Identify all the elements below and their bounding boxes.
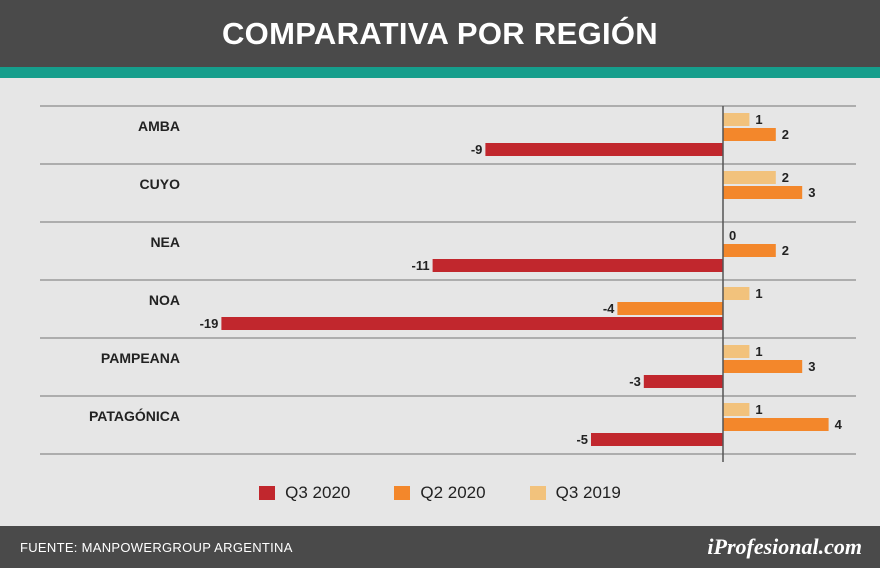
category-label-nea: NEA: [150, 234, 180, 250]
data-label-noa-q3-2019: 1: [755, 286, 762, 301]
category-label-pampeana: PAMPEANA: [101, 350, 180, 366]
chart-title: COMPARATIVA POR REGIÓN: [221, 15, 658, 51]
data-label-cuyo-q2-2020: 3: [808, 185, 815, 200]
data-label-amba-q3-2020: -9: [471, 142, 483, 157]
data-label-pampeana-q3-2019: 1: [755, 344, 762, 359]
bar-patagonica-q3-2020: [591, 433, 723, 446]
data-label-patagonica-q2-2020: 4: [835, 417, 843, 432]
bar-noa-q3-2020: [221, 317, 723, 330]
data-label-noa-q2-2020: -4: [603, 301, 615, 316]
data-label-noa-q3-2020: -19: [200, 316, 219, 331]
bar-cuyo-q2-2020: [723, 186, 803, 199]
legend: Q3 2020 Q2 2020 Q3 2019: [0, 478, 880, 508]
category-label-amba: AMBA: [138, 118, 180, 134]
legend-swatch-q2-2020: [394, 486, 411, 500]
bar-amba-q2-2020: [723, 128, 776, 141]
header-bar: COMPARATIVA POR REGIÓN: [0, 0, 880, 67]
data-label-nea-q2-2020: 2: [782, 243, 789, 258]
bar-amba-q3-2019: [723, 113, 750, 126]
data-label-nea-q3-2020: -11: [412, 258, 430, 273]
bar-nea-q2-2020: [723, 244, 776, 257]
data-label-amba-q3-2019: 1: [755, 112, 762, 127]
data-label-patagonica-q3-2020: -5: [576, 432, 588, 447]
bar-cuyo-q3-2019: [723, 171, 776, 184]
legend-label-q3-2020: Q3 2020: [285, 483, 351, 502]
data-label-amba-q2-2020: 2: [782, 127, 789, 142]
bar-nea-q3-2020: [432, 259, 723, 272]
bar-noa-q3-2019: [723, 287, 750, 300]
data-label-pampeana-q2-2020: 3: [808, 359, 815, 374]
bar-patagonica-q3-2019: [723, 403, 750, 416]
legend-swatch-q3-2019: [529, 486, 546, 500]
legend-item-q2-2020: Q2 2020: [394, 483, 486, 503]
category-label-noa: NOA: [149, 292, 180, 308]
legend-item-q3-2019: Q3 2019: [529, 483, 621, 503]
data-label-pampeana-q3-2020: -3: [629, 374, 641, 389]
legend-swatch-q3-2020: [259, 486, 276, 500]
bar-pampeana-q3-2020: [643, 375, 723, 388]
data-label-nea-q3-2019: 0: [729, 228, 736, 243]
data-label-patagonica-q3-2019: 1: [755, 402, 762, 417]
source-text: FUENTE: MANPOWERGROUP ARGENTINA: [20, 539, 293, 555]
bar-noa-q2-2020: [617, 302, 723, 315]
legend-item-q3-2020: Q3 2020: [259, 483, 350, 503]
bar-pampeana-q3-2019: [723, 345, 750, 358]
legend-label-q3-2019: Q3 2019: [555, 483, 621, 502]
bar-patagonica-q2-2020: [723, 418, 829, 431]
brand-logo[interactable]: iProfesional.com: [707, 534, 862, 559]
bar-pampeana-q2-2020: [723, 360, 803, 373]
accent-strip: [0, 67, 880, 78]
footer-bar: FUENTE: MANPOWERGROUP ARGENTINA iProfesi…: [0, 526, 880, 568]
bar-chart: AMBA 1 2 -9 CUYO 2 3 NEA 0 2 -11 NOA 1 -4 -19 PAMPEANA 1…: [40, 105, 856, 462]
category-label-patagonica: PATAGÓNICA: [89, 407, 180, 424]
category-label-cuyo: CUYO: [140, 176, 181, 192]
bar-amba-q3-2020: [485, 143, 723, 156]
legend-label-q2-2020: Q2 2020: [420, 483, 486, 502]
data-label-cuyo-q3-2019: 2: [782, 170, 789, 185]
